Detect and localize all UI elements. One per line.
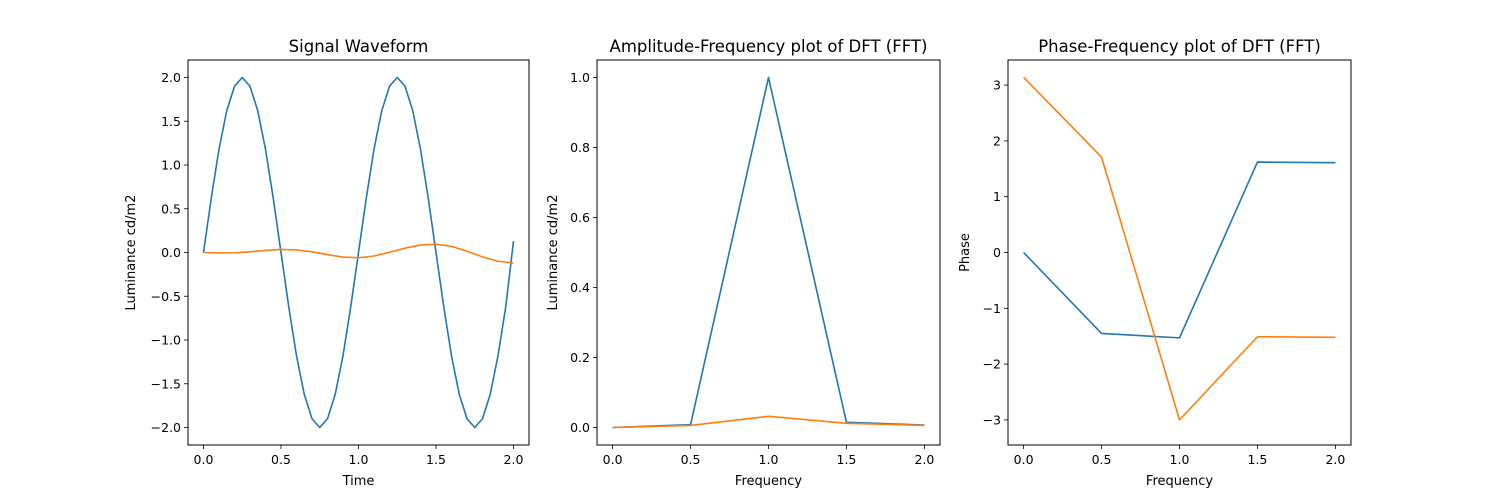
- phase-frequency-y-tick-label: 3: [993, 78, 1001, 93]
- phase-frequency-ylabel: Phase: [958, 233, 973, 272]
- phase-frequency-y-tick-label: −1: [983, 301, 1001, 316]
- amplitude-frequency-x-tick-label: 0.0: [603, 452, 623, 467]
- amplitude-frequency-ylabel: Luminance cd/m2: [546, 195, 561, 311]
- signal-waveform-x-tick-label: 2.0: [504, 452, 524, 467]
- signal-waveform-x-tick-label: 1.0: [349, 452, 369, 467]
- signal-waveform-y-tick-label: −0.5: [151, 289, 181, 304]
- phase-frequency-x-tick-label: 0.5: [1092, 452, 1112, 467]
- signal-waveform-y-tick-label: 1.0: [161, 158, 181, 173]
- signal-waveform-x-tick-label: 1.5: [426, 452, 446, 467]
- signal-waveform-plot-area: 0.0 0.5 1.0 1.5 2.0 −2.0 −1.5 −1.0 −0.5 0.0 0.5 1.0…: [151, 59, 530, 467]
- signal-waveform-xlabel: Time: [342, 474, 375, 489]
- amplitude-frequency-title: Amplitude-Frequency plot of DFT (FFT): [610, 37, 928, 56]
- amplitude-frequency-x-tick-label: 0.5: [681, 452, 701, 467]
- amplitude-frequency-x-tick-label: 2.0: [914, 452, 934, 467]
- phase-frequency-x-tick-label: 1.0: [1170, 452, 1190, 467]
- signal-waveform-y-tick-label: 0.0: [161, 245, 181, 260]
- signal-waveform-y-tick-label: −1.5: [151, 376, 181, 391]
- amplitude-frequency-y-tick-label: 0.8: [570, 140, 590, 155]
- signal-waveform-series-2-line: [203, 243, 514, 264]
- amplitude-frequency-y-tick-label: 0.4: [570, 280, 590, 295]
- amplitude-frequency-series-2-line: [612, 415, 925, 429]
- signal-waveform-x-tick-label: 0.0: [194, 452, 214, 467]
- signal-waveform-y-tick-label: −1.0: [151, 333, 181, 348]
- signal-waveform-panel: Signal Waveform Time Luminance cd/m2 0.0…: [124, 37, 530, 489]
- signal-waveform-ylabel: Luminance cd/m2: [124, 195, 139, 311]
- phase-frequency-x-tick-label: 0.0: [1014, 452, 1034, 467]
- amplitude-frequency-y-tick-label: 0.2: [570, 350, 590, 365]
- phase-frequency-y-tick-label: 0: [993, 245, 1001, 260]
- amplitude-frequency-plot-area: 0.0 0.5 1.0 1.5 2.0 0.0 0.2 0.4 0.6 0.8 1.0: [570, 59, 941, 467]
- amplitude-frequency-xlabel: Frequency: [735, 474, 802, 489]
- amplitude-frequency-y-tick-label: 0.0: [570, 420, 590, 435]
- amplitude-frequency-x-tick-label: 1.0: [759, 452, 779, 467]
- phase-frequency-y-tick-label: 2: [993, 133, 1001, 148]
- signal-waveform-y-tick-label: 2.0: [161, 70, 181, 85]
- phase-frequency-y-tick-label: 1: [993, 189, 1001, 204]
- phase-frequency-panel: Phase-Frequency plot of DFT (FFT) Freque…: [958, 37, 1352, 489]
- amplitude-frequency-y-tick-label: 0.6: [570, 210, 590, 225]
- signal-waveform-series-1-line: [202, 76, 515, 429]
- signal-waveform-x-tick-label: 0.5: [271, 452, 291, 467]
- phase-frequency-series-1-line: [1023, 161, 1336, 339]
- amplitude-frequency-panel: Amplitude-Frequency plot of DFT (FFT) Fr…: [546, 37, 941, 489]
- phase-frequency-y-tick-label: −2: [983, 357, 1001, 372]
- phase-frequency-x-tick-label: 2.0: [1325, 452, 1345, 467]
- phase-frequency-plot-area: 0.0 0.5 1.0 1.5 2.0 −3 −2 −1 0 1 2 3: [983, 59, 1352, 467]
- phase-frequency-y-tick-label: −3: [983, 412, 1001, 427]
- amplitude-frequency-y-tick-label: 1.0: [570, 70, 590, 85]
- phase-frequency-xlabel: Frequency: [1146, 474, 1213, 489]
- signal-waveform-y-tick-label: 0.5: [161, 201, 181, 216]
- phase-frequency-x-tick-label: 1.5: [1248, 452, 1268, 467]
- phase-frequency-series-2-line: [1023, 76, 1336, 421]
- signal-waveform-y-tick-label: −2.0: [151, 420, 181, 435]
- signal-waveform-y-tick-label: 1.5: [161, 114, 181, 129]
- amplitude-frequency-x-tick-label: 1.5: [837, 452, 857, 467]
- signal-waveform-title: Signal Waveform: [289, 37, 429, 56]
- phase-frequency-title: Phase-Frequency plot of DFT (FFT): [1038, 37, 1321, 56]
